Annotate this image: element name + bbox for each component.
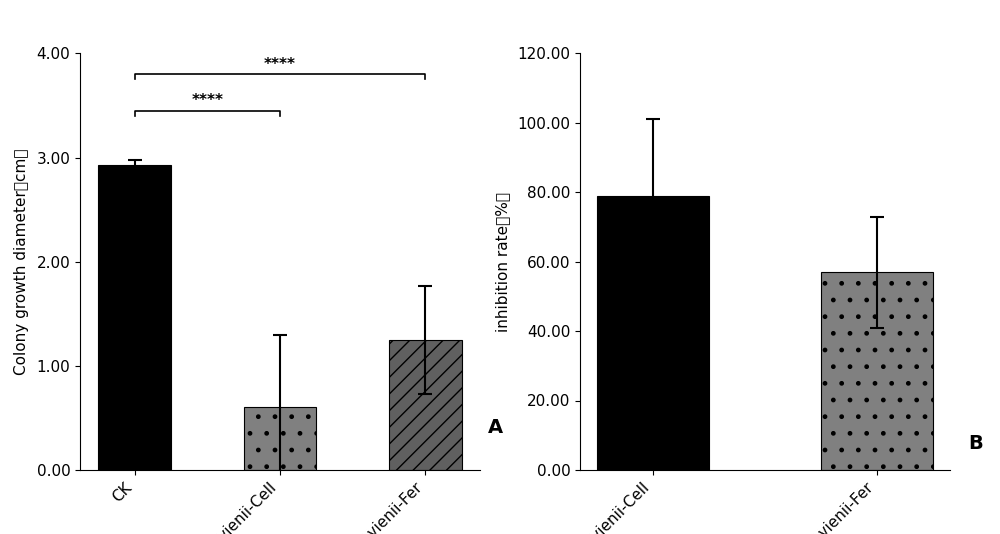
Text: B: B xyxy=(968,434,983,453)
Text: ****: **** xyxy=(191,92,223,107)
Bar xyxy=(389,340,462,470)
Bar xyxy=(98,165,171,470)
Text: ****: **** xyxy=(264,57,296,72)
Y-axis label: inhibition rate（%）: inhibition rate（%） xyxy=(495,192,510,332)
Bar xyxy=(821,272,933,470)
Text: A: A xyxy=(488,418,503,437)
Bar xyxy=(597,196,709,470)
Y-axis label: Colony growth diameter（cm）: Colony growth diameter（cm） xyxy=(14,148,29,375)
Bar xyxy=(244,407,316,470)
